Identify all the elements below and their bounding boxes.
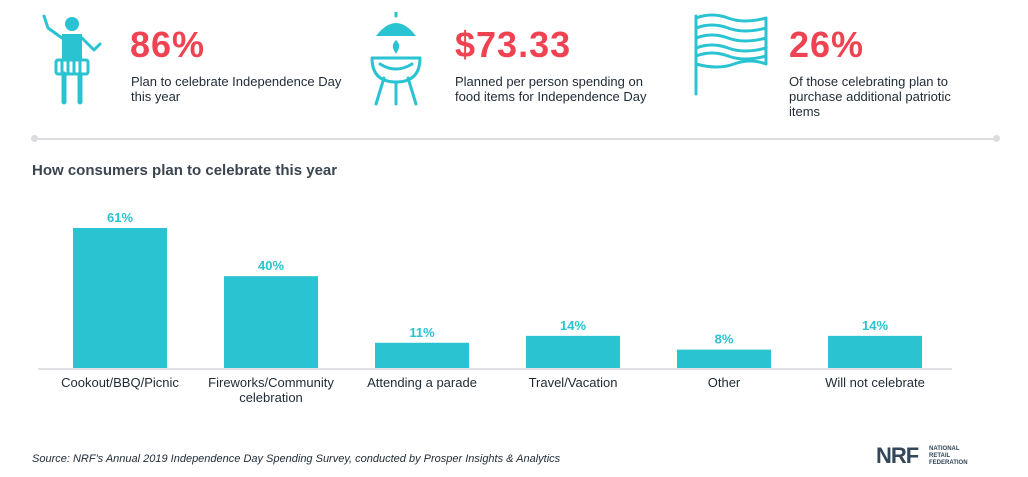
category-label: Fireworks/Community — [208, 375, 334, 390]
category-label: Will not celebrate — [825, 375, 925, 390]
bar — [375, 342, 469, 368]
data-label: 61% — [107, 210, 133, 225]
category-label: Cookout/BBQ/Picnic — [61, 375, 179, 390]
chart-title: How consumers plan to celebrate this yea… — [32, 162, 338, 179]
bar — [73, 228, 167, 368]
category-label: Travel/Vacation — [529, 375, 618, 390]
logo-line: FEDERATION — [929, 460, 968, 466]
stat-value: 86% — [130, 24, 206, 65]
data-label: 11% — [409, 325, 435, 340]
section-divider — [34, 138, 996, 140]
data-label: 40% — [258, 258, 284, 273]
grill-icon — [370, 12, 422, 106]
bar — [677, 349, 771, 368]
category-label: Other — [708, 375, 741, 390]
data-label: 8% — [715, 332, 734, 347]
divider-dot — [993, 135, 1000, 142]
logo-line: RETAIL — [929, 453, 951, 459]
stat-value: $73.33 — [455, 24, 572, 65]
category-label: Attending a parade — [367, 375, 477, 390]
stat-description: Of those celebrating plan to purchase ad… — [789, 74, 951, 119]
divider-dot — [31, 135, 38, 142]
drummer-icon — [42, 14, 102, 105]
data-label: 14% — [862, 318, 888, 333]
data-label: 14% — [560, 318, 586, 333]
stat-value: 26% — [789, 24, 865, 65]
bar — [224, 276, 318, 368]
logo-line: NATIONAL — [929, 446, 960, 452]
logo-wordmark: NATIONAL RETAIL FEDERATION — [929, 446, 968, 467]
logo-mark: NRF — [876, 443, 919, 468]
stat-description: Planned per person spending on food item… — [455, 74, 647, 104]
stat-description: Plan to celebrate Independence Day this … — [131, 74, 342, 104]
bar — [828, 335, 922, 368]
bar — [526, 335, 620, 368]
category-label: celebration — [239, 390, 303, 405]
source-note: Source: NRF's Annual 2019 Independence D… — [32, 453, 561, 465]
flag-icon — [694, 13, 768, 96]
